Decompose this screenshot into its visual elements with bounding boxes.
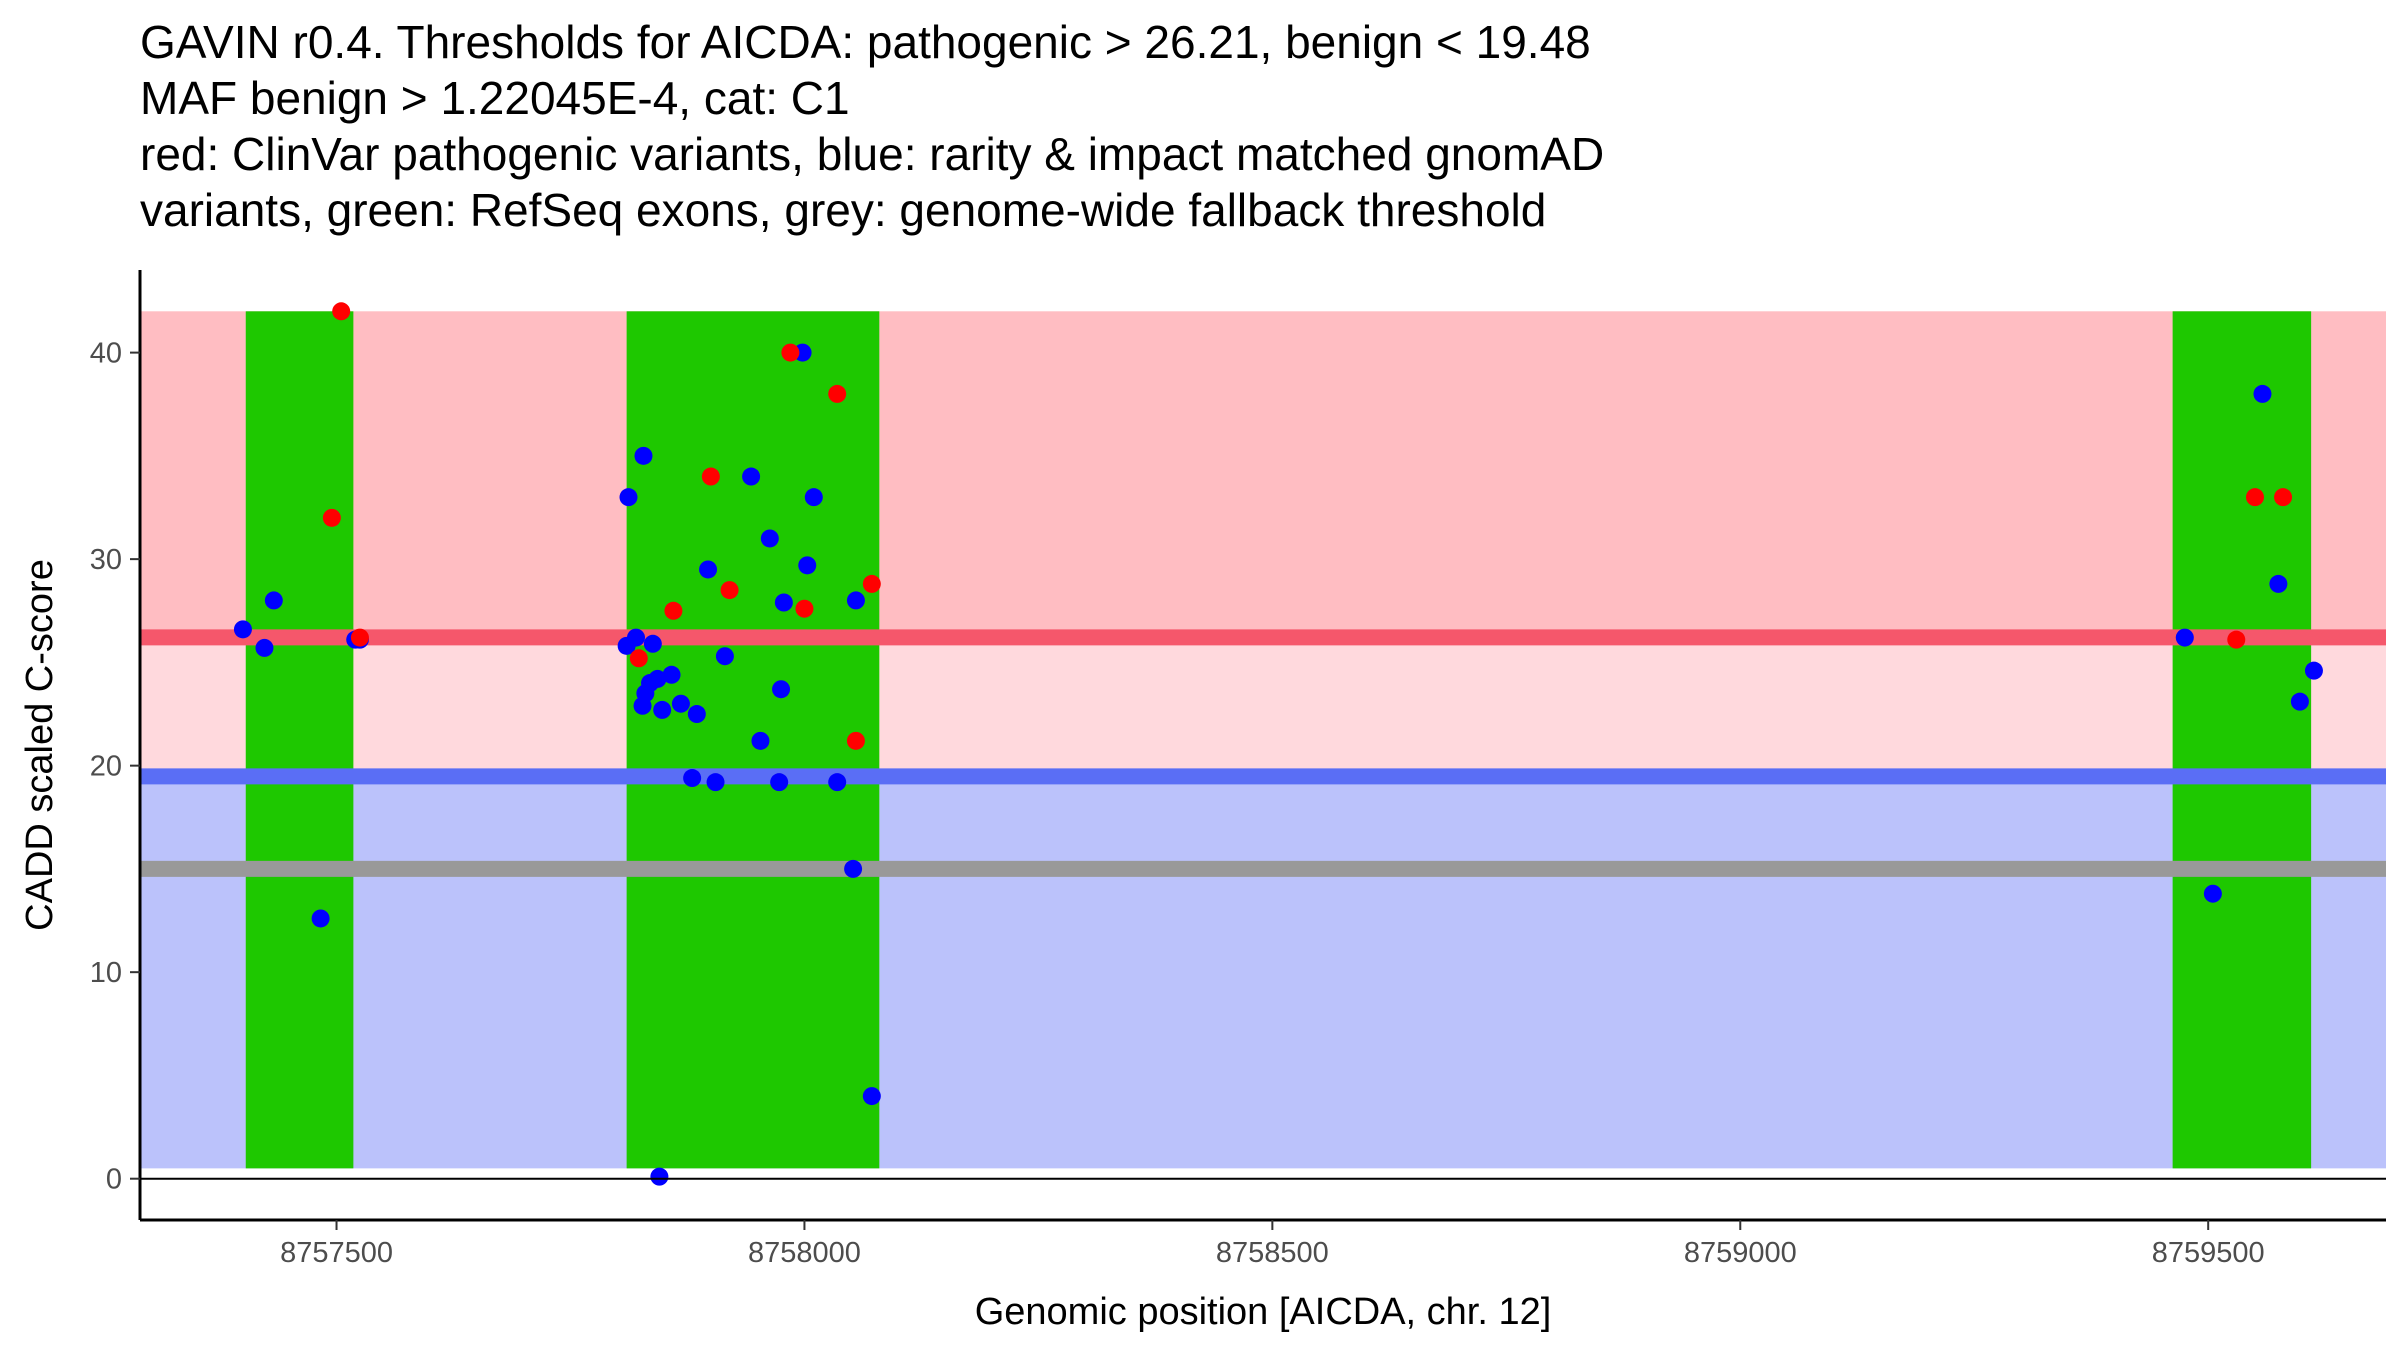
gnomad-point	[715, 647, 734, 666]
axes: 0 10 20 30 40 8757500 8758000 8758500 8759000 875…	[90, 270, 2386, 1269]
gnomad-point	[255, 638, 274, 657]
gnomad-point	[687, 705, 706, 724]
gnomad-point	[774, 593, 793, 612]
intermediate-band	[140, 637, 2386, 777]
y-tick-label: 30	[90, 544, 122, 576]
gnomad-point	[2253, 384, 2272, 403]
clinvar-point	[828, 384, 847, 403]
x-tick-label: 8759000	[1684, 1237, 1797, 1269]
title-line-3: red: ClinVar pathogenic variants, blue: …	[140, 128, 1605, 180]
gnomad-point	[619, 488, 638, 507]
clinvar-point	[350, 628, 369, 647]
gnomad-point	[862, 1087, 881, 1106]
gnomad-point	[650, 1167, 669, 1186]
clinvar-point	[701, 467, 720, 486]
gnomad-point	[770, 773, 789, 792]
y-tick-label: 40	[90, 338, 122, 370]
title-line-4: variants, green: RefSeq exons, grey: gen…	[140, 184, 1547, 236]
gnomad-point	[772, 680, 791, 699]
chart-title: GAVIN r0.4. Thresholds for AICDA: pathog…	[140, 14, 2340, 238]
gnomad-point	[846, 591, 865, 610]
y-tick-label: 10	[90, 957, 122, 989]
gnomad-point	[643, 634, 662, 653]
gnomad-point	[233, 620, 252, 639]
clinvar-point	[2245, 488, 2264, 507]
gnomad-point	[653, 700, 672, 719]
title-line-2: MAF benign > 1.22045E-4, cat: C1	[140, 72, 850, 124]
gnomad-point	[683, 769, 702, 788]
gnomad-point	[634, 446, 653, 465]
clinvar-point	[2274, 488, 2293, 507]
gnomad-point	[671, 694, 690, 713]
clinvar-point	[322, 508, 341, 527]
clinvar-point	[795, 599, 814, 618]
gnomad-point	[662, 665, 681, 684]
gnomad-point	[2269, 574, 2288, 593]
x-tick-label: 8757500	[280, 1237, 393, 1269]
x-tick-label: 8758000	[748, 1237, 861, 1269]
gnomad-point	[742, 467, 761, 486]
gnomad-point	[699, 560, 718, 579]
clinvar-point	[664, 601, 683, 620]
variant-points	[233, 302, 2323, 1186]
gnomad-point	[804, 488, 823, 507]
x-tick-label: 8759500	[2152, 1237, 2265, 1269]
clinvar-point	[862, 574, 881, 593]
y-axis-title: CADD scaled C-score	[19, 559, 61, 931]
clinvar-point	[846, 731, 865, 750]
gnomad-point	[2304, 661, 2323, 680]
gnomad-point	[311, 909, 330, 928]
gnomad-point	[626, 628, 645, 647]
gnomad-point	[2203, 884, 2222, 903]
gnomad-point	[751, 731, 770, 750]
clinvar-point	[2227, 630, 2246, 649]
gnomad-point	[844, 859, 863, 878]
benign-band	[140, 776, 2386, 1169]
y-tick-label: 0	[106, 1164, 122, 1196]
gnomad-point	[760, 529, 779, 548]
x-axis-title: Genomic position [AICDA, chr. 12]	[975, 1291, 1552, 1333]
gnomad-point	[264, 591, 283, 610]
threshold-lines	[140, 629, 2386, 877]
y-tick-label: 20	[90, 751, 122, 783]
gnomad-point	[706, 773, 725, 792]
clinvar-point	[781, 343, 800, 362]
exon-region-3	[2172, 311, 2312, 1169]
gnomad-point	[648, 669, 667, 688]
gnomad-point	[828, 773, 847, 792]
gnomad-point	[2290, 692, 2309, 711]
title-line-1: GAVIN r0.4. Thresholds for AICDA: pathog…	[140, 16, 1591, 68]
gnomad-point	[2175, 628, 2194, 647]
clinvar-point	[629, 649, 648, 668]
clinvar-point	[720, 581, 739, 600]
pathogenic-band	[140, 311, 2386, 638]
threshold-bands	[140, 311, 2386, 1169]
clinvar-point	[332, 302, 351, 321]
x-tick-label: 8758500	[1216, 1237, 1329, 1269]
exon-region-1	[245, 311, 354, 1169]
gnomad-point	[798, 556, 817, 575]
